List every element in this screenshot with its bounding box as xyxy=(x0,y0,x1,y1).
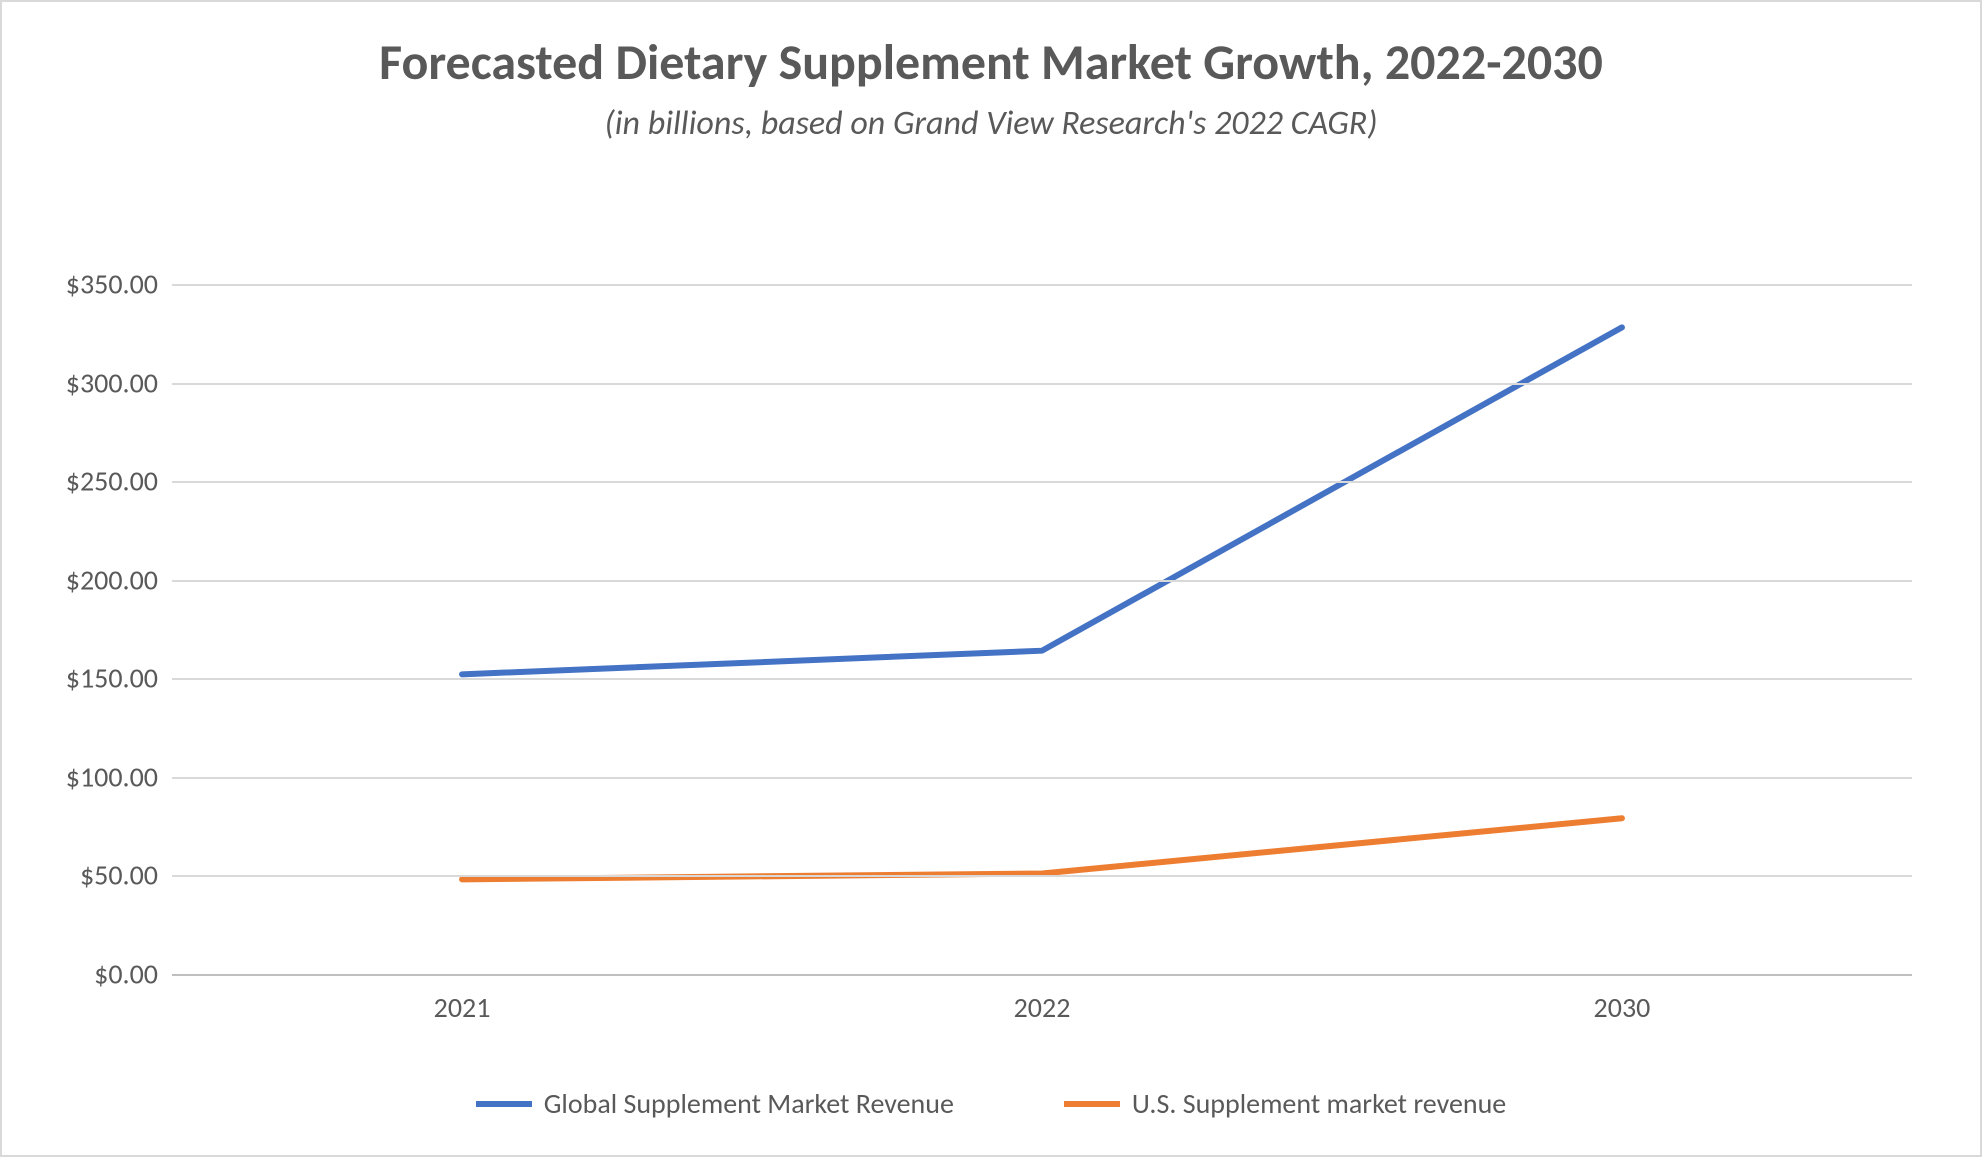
legend-swatch xyxy=(1064,1101,1120,1107)
gridline xyxy=(172,777,1912,779)
x-tick-label: 2030 xyxy=(1594,990,1651,1025)
y-tick-label: $100.00 xyxy=(66,759,172,794)
gridline xyxy=(172,383,1912,385)
y-tick-label: $50.00 xyxy=(80,858,172,893)
series-line xyxy=(462,327,1622,674)
gridline xyxy=(172,580,1912,582)
legend-item: U.S. Supplement market revenue xyxy=(1064,1086,1506,1121)
y-tick-label: $250.00 xyxy=(66,464,172,499)
y-tick-label: $200.00 xyxy=(66,562,172,597)
chart-container: Forecasted Dietary Supplement Market Gro… xyxy=(0,0,1982,1157)
legend-swatch xyxy=(476,1101,532,1107)
legend-item: Global Supplement Market Revenue xyxy=(476,1086,954,1121)
chart-title: Forecasted Dietary Supplement Market Gro… xyxy=(241,32,1741,95)
y-tick-label: $0.00 xyxy=(94,957,172,992)
plot-area: $0.00$50.00$100.00$150.00$200.00$250.00$… xyxy=(172,284,1912,974)
gridline xyxy=(172,678,1912,680)
legend: Global Supplement Market Revenue U.S. Sup… xyxy=(2,1086,1980,1121)
legend-label: Global Supplement Market Revenue xyxy=(544,1086,954,1121)
x-tick-label: 2022 xyxy=(1014,990,1071,1025)
series-line xyxy=(462,818,1622,879)
line-series-svg xyxy=(172,284,1912,974)
y-tick-label: $350.00 xyxy=(66,267,172,302)
y-tick-label: $150.00 xyxy=(66,661,172,696)
gridline xyxy=(172,875,1912,877)
gridline xyxy=(172,284,1912,286)
chart-subtitle: (in billions, based on Grand View Resear… xyxy=(2,103,1980,144)
legend-label: U.S. Supplement market revenue xyxy=(1132,1086,1506,1121)
x-axis-line xyxy=(172,974,1912,976)
x-tick-label: 2021 xyxy=(434,990,491,1025)
x-axis-labels: 2021 2022 2030 xyxy=(172,990,1912,1030)
gridline xyxy=(172,481,1912,483)
chart-titles: Forecasted Dietary Supplement Market Gro… xyxy=(2,32,1980,144)
y-tick-label: $300.00 xyxy=(66,365,172,400)
